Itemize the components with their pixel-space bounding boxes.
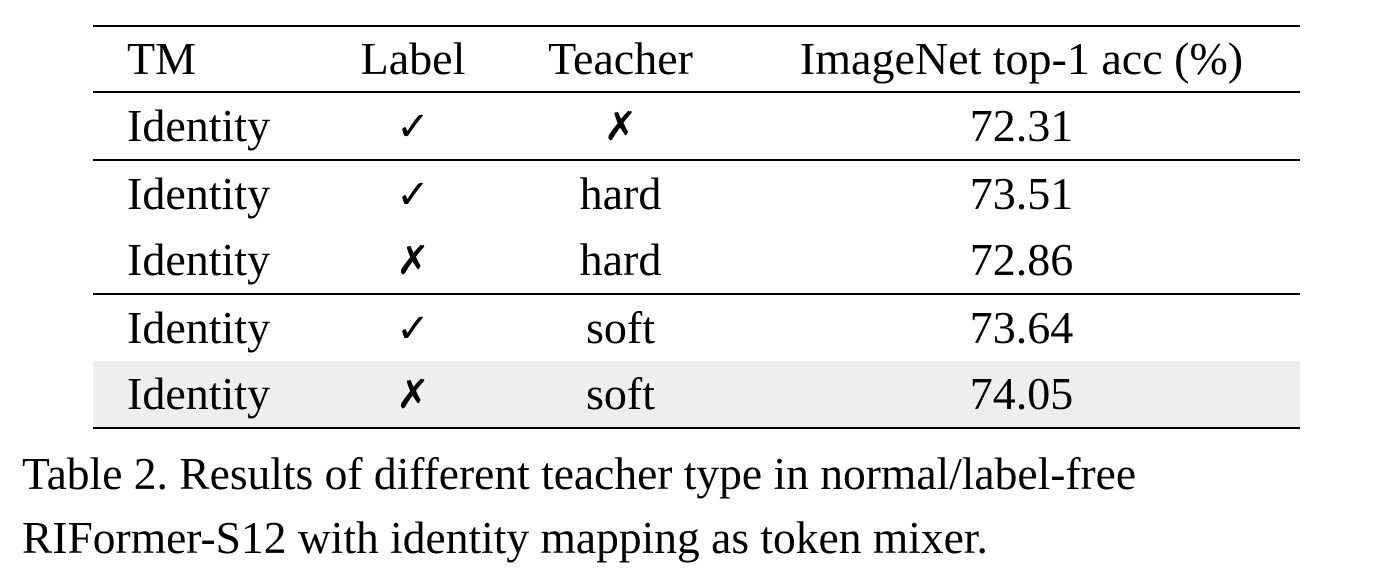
cell-tm: Identity xyxy=(127,168,271,219)
cross-mark-icon: ✗ xyxy=(603,104,638,150)
check-mark-icon: ✓ xyxy=(396,172,430,218)
cell-accuracy: 72.31 xyxy=(969,100,1074,151)
check-mark-icon: ✓ xyxy=(396,104,430,150)
cell-accuracy-best: 74.05 xyxy=(743,361,1300,428)
cell-tm: Identity xyxy=(93,361,328,428)
header-accuracy: ImageNet top-1 acc (%) xyxy=(799,33,1244,84)
cell-teacher: hard xyxy=(579,168,662,219)
table-row: Identity ✓ ✗ 72.31 xyxy=(93,92,1300,160)
header-row: TM Label Teacher ImageNet top-1 acc (%) xyxy=(93,26,1300,92)
cell-label: ✓ xyxy=(328,160,498,227)
header-tm: TM xyxy=(127,33,196,84)
cell-accuracy: 72.86 xyxy=(969,234,1074,285)
cell-label: ✗ xyxy=(328,361,498,428)
cell-tm: Identity xyxy=(127,302,271,353)
cell-label: ✗ xyxy=(328,227,498,294)
table-row: Identity ✗ hard 72.86 xyxy=(93,227,1300,294)
cell-teacher: soft xyxy=(586,302,655,353)
cell-teacher: ✗ xyxy=(498,92,743,160)
table-row: Identity ✓ soft 73.64 xyxy=(93,294,1300,361)
cell-label: ✓ xyxy=(328,294,498,361)
caption-line-2: RIFormer-S12 with identity mapping as to… xyxy=(22,512,988,563)
header-label: Label xyxy=(360,33,466,84)
cross-mark-icon: ✗ xyxy=(396,238,430,284)
results-table: TM Label Teacher ImageNet top-1 acc (%) … xyxy=(93,25,1300,429)
cell-tm: Identity xyxy=(127,100,271,151)
caption-line-1: Table 2. Results of different teacher ty… xyxy=(22,448,1137,499)
check-mark-icon: ✓ xyxy=(396,306,430,352)
cell-tm: Identity xyxy=(127,234,271,285)
table-row: Identity ✓ hard 73.51 xyxy=(93,160,1300,227)
cell-teacher: soft xyxy=(498,361,743,428)
cell-accuracy: 73.64 xyxy=(969,302,1074,353)
header-teacher: Teacher xyxy=(548,33,693,84)
cross-mark-icon: ✗ xyxy=(396,372,430,418)
cell-label: ✓ xyxy=(328,92,498,160)
cell-teacher: hard xyxy=(579,234,662,285)
table-row-highlighted: Identity ✗ soft 74.05 xyxy=(93,361,1300,428)
table-caption: Table 2. Results of different teacher ty… xyxy=(22,442,1372,570)
cell-accuracy: 73.51 xyxy=(969,168,1074,219)
